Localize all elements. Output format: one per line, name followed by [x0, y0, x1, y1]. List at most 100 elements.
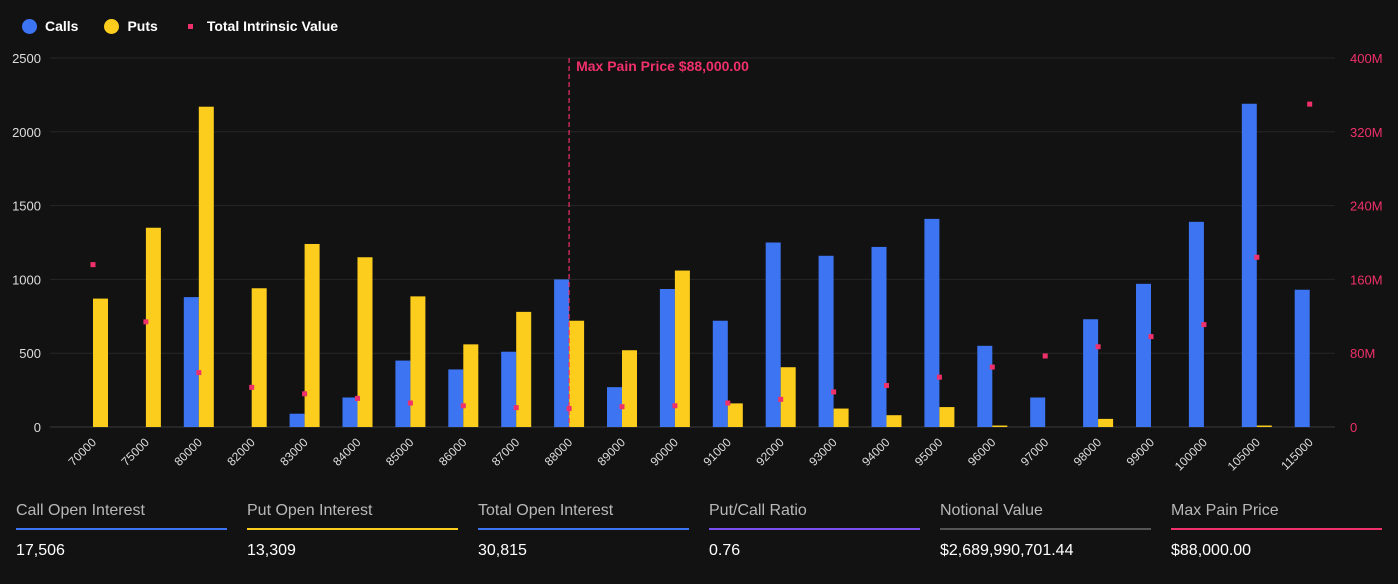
x-tick-label: 105000: [1225, 435, 1263, 473]
calls-bar: [607, 387, 622, 427]
x-tick-label: 85000: [383, 435, 417, 469]
intrinsic-value-point: [672, 403, 678, 409]
stat-value: 17,506: [16, 542, 65, 559]
stat-underline: [940, 528, 1151, 530]
calls-bar: [1136, 283, 1151, 427]
puts-bar: [516, 311, 532, 427]
stat-label: Put Open Interest: [247, 502, 373, 519]
stat-value: 13,309: [247, 542, 296, 559]
y-tick-label: 2000: [12, 125, 41, 140]
x-tick-label: 88000: [542, 435, 576, 469]
stat-put-call-ratio: Put/Call Ratio 0.76: [709, 502, 920, 560]
stat-underline: [709, 528, 920, 530]
intrinsic-value-point: [355, 395, 360, 401]
puts-bar: [410, 296, 426, 427]
puts-bar: [251, 288, 267, 427]
max-pain-label: Max Pain Price $88,000.00: [576, 58, 749, 74]
intrinsic-value-point: [1042, 353, 1048, 359]
calls-bar: [1188, 221, 1204, 427]
x-tick-label: 95000: [912, 435, 946, 469]
calls-bar: [448, 369, 464, 427]
stat-label: Put/Call Ratio: [709, 502, 807, 519]
stat-call-open-interest: Call Open Interest 17,506: [16, 502, 227, 560]
calls-bar: [1083, 319, 1099, 427]
x-tick-label: 91000: [700, 435, 734, 469]
x-tick-label: 83000: [277, 435, 311, 469]
calls-bar: [1241, 103, 1257, 428]
chart-legend: Calls Puts Total Intrinsic Value: [22, 18, 338, 34]
stat-notional-value: Notional Value $2,689,990,701.44: [940, 502, 1151, 560]
puts-bar: [833, 408, 849, 427]
x-tick-label: 94000: [859, 435, 893, 469]
stat-label: Total Open Interest: [478, 502, 614, 519]
puts-bar: [357, 257, 373, 427]
x-tick-label: 99000: [1124, 435, 1158, 469]
intrinsic-value-point: [619, 404, 625, 410]
x-tick-label: 89000: [595, 435, 629, 469]
x-tick-label: 87000: [489, 435, 523, 469]
stat-label: Call Open Interest: [16, 502, 145, 519]
calls-bar: [924, 218, 940, 427]
stat-underline: [247, 528, 458, 530]
x-tick-label: 98000: [1071, 435, 1105, 469]
calls-bar: [818, 255, 834, 427]
legend-calls-label: Calls: [45, 18, 79, 34]
intrinsic-value-point: [407, 400, 413, 406]
intrinsic-value-point: [884, 382, 889, 388]
puts-bar: [1098, 418, 1114, 427]
intrinsic-value-point: [143, 319, 149, 325]
x-tick-label: 93000: [806, 435, 840, 469]
intrinsic-value-point: [566, 406, 572, 412]
intrinsic-value-point: [302, 391, 308, 397]
legend-item-puts[interactable]: Puts: [104, 18, 158, 34]
puts-bar: [569, 320, 585, 427]
y2-tick-label: 160M: [1350, 272, 1383, 287]
calls-bar: [501, 351, 517, 427]
puts-bar: [198, 106, 214, 427]
intrinsic-value-point: [725, 400, 731, 406]
intrinsic-value-point: [513, 405, 519, 411]
puts-bar: [674, 270, 690, 427]
stat-underline: [478, 528, 689, 530]
calls-bar: [183, 297, 199, 427]
legend-item-intrinsic[interactable]: Total Intrinsic Value: [184, 18, 338, 34]
calls-bar: [871, 246, 887, 427]
calls-bar: [554, 279, 570, 427]
calls-bar: [395, 360, 411, 427]
legend-item-calls[interactable]: Calls: [22, 18, 78, 34]
x-tick-label: 82000: [224, 435, 258, 469]
stat-label: Max Pain Price: [1171, 502, 1279, 519]
y2-tick-label: 240M: [1350, 199, 1383, 214]
puts-bar: [304, 243, 320, 427]
calls-bar: [289, 413, 305, 427]
puts-bar: [727, 403, 743, 427]
calls-dot-icon: [22, 18, 37, 34]
y-tick-label: 1500: [12, 199, 41, 214]
intrinsic-value-point: [1201, 322, 1207, 328]
intrinsic-value-point: [249, 384, 255, 390]
x-tick-label: 90000: [648, 435, 682, 469]
y-tick-label: 2500: [12, 51, 41, 66]
x-tick-label: 86000: [436, 435, 470, 469]
calls-bar: [977, 345, 993, 427]
puts-bar: [1256, 425, 1272, 427]
puts-bar: [463, 344, 479, 427]
intrinsic-value-point: [1254, 254, 1260, 260]
legend-puts-label: Puts: [127, 18, 158, 34]
calls-bar: [1030, 397, 1046, 427]
calls-bar: [712, 320, 728, 427]
intrinsic-value-point: [936, 374, 942, 380]
x-tick-label: 115000: [1278, 435, 1316, 473]
stat-label: Notional Value: [940, 502, 1043, 519]
x-tick-label: 80000: [171, 435, 205, 469]
calls-bar: [342, 397, 358, 427]
x-tick-label: 100000: [1172, 435, 1210, 473]
calls-bar: [1294, 289, 1310, 427]
intrinsic-value-point: [989, 364, 995, 370]
x-tick-label: 97000: [1018, 435, 1052, 469]
y-tick-label: 0: [34, 420, 41, 435]
intrinsic-value-point: [1307, 101, 1313, 107]
puts-bar: [145, 227, 161, 427]
puts-bar: [939, 407, 955, 427]
intrinsic-value-point: [831, 389, 837, 395]
